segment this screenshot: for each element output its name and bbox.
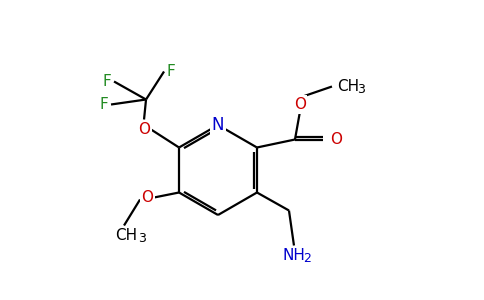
Text: CH: CH — [115, 228, 137, 243]
Text: 3: 3 — [138, 232, 146, 245]
Text: 3: 3 — [357, 83, 365, 96]
Text: CH: CH — [337, 79, 359, 94]
Text: NH: NH — [283, 248, 305, 263]
Text: F: F — [166, 64, 175, 79]
Text: O: O — [138, 122, 150, 137]
Text: F: F — [100, 97, 108, 112]
Text: O: O — [141, 190, 153, 205]
Text: 2: 2 — [303, 252, 311, 265]
Text: O: O — [330, 132, 342, 147]
Text: N: N — [212, 116, 224, 134]
Text: F: F — [103, 74, 111, 89]
Text: O: O — [294, 97, 306, 112]
